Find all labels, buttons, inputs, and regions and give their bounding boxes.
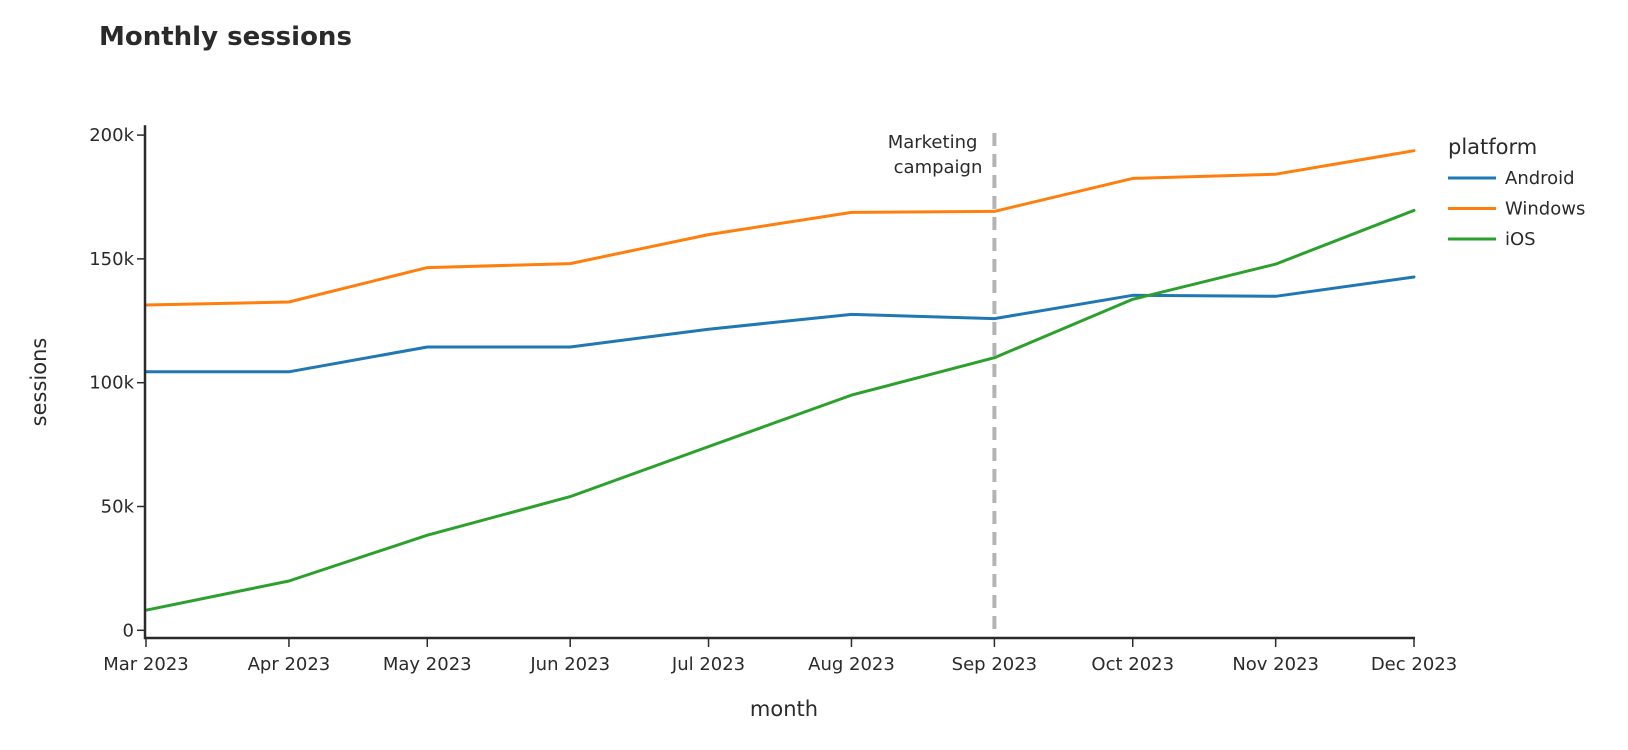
legend-label: Windows bbox=[1505, 199, 1585, 220]
legend-item-windows[interactable]: Windows bbox=[1448, 199, 1585, 220]
legend-title: platform bbox=[1448, 135, 1537, 159]
x-tick-label: Jun 2023 bbox=[529, 654, 610, 675]
annotation-text: Marketing bbox=[888, 132, 978, 153]
y-tick-label: 150k bbox=[89, 249, 134, 270]
plot-area bbox=[144, 149, 1416, 612]
legend-label: Android bbox=[1505, 168, 1575, 189]
x-tick-label: Oct 2023 bbox=[1091, 654, 1174, 675]
annotation-text: campaign bbox=[894, 157, 983, 178]
y-tick-label: 100k bbox=[89, 373, 134, 394]
x-tick-label: Apr 2023 bbox=[248, 654, 331, 675]
x-tick-label: Nov 2023 bbox=[1232, 654, 1319, 675]
series-line-windows bbox=[144, 149, 1416, 307]
x-tick-label: Mar 2023 bbox=[103, 654, 189, 675]
legend: platform Android Windows iOS bbox=[1448, 135, 1585, 250]
legend-item-android[interactable]: Android bbox=[1448, 168, 1575, 189]
y-axis-title: sessions bbox=[27, 338, 51, 427]
x-axis: Mar 2023 Apr 2023 May 2023 Jun 2023 Jul 2023… bbox=[103, 638, 1457, 675]
x-tick-label: Aug 2023 bbox=[808, 654, 895, 675]
x-tick-label: Jul 2023 bbox=[671, 654, 745, 675]
y-axis: 0 50k 100k 150k 200k bbox=[89, 125, 145, 641]
x-tick-label: Sep 2023 bbox=[952, 654, 1037, 675]
series-line-ios bbox=[144, 208, 1416, 612]
x-tick-label: Dec 2023 bbox=[1371, 654, 1457, 675]
y-tick-label: 200k bbox=[89, 125, 134, 146]
x-axis-title: month bbox=[750, 697, 818, 721]
x-tick-label: May 2023 bbox=[383, 654, 472, 675]
legend-label: iOS bbox=[1505, 229, 1536, 250]
chart-title: Monthly sessions bbox=[99, 22, 352, 52]
annotation-layer: Marketing campaign bbox=[888, 132, 997, 638]
series-line-android bbox=[144, 275, 1416, 374]
y-tick-label: 0 bbox=[123, 620, 134, 641]
y-tick-label: 50k bbox=[101, 497, 135, 518]
legend-item-ios[interactable]: iOS bbox=[1448, 229, 1536, 250]
